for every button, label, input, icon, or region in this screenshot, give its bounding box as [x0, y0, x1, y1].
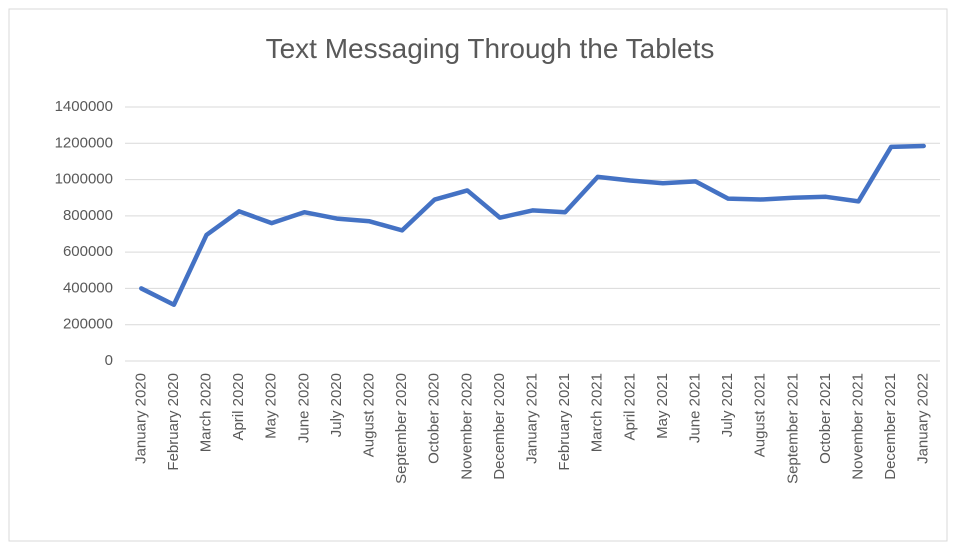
x-tick-label: March 2020: [197, 373, 214, 452]
x-tick-label: January 2022: [915, 373, 932, 464]
line-series: [139, 143, 926, 308]
x-tick-label: November 2020: [458, 373, 475, 480]
x-tick-label: November 2021: [849, 373, 866, 480]
x-tick-label: December 2021: [882, 373, 899, 480]
x-tick-label: September 2021: [784, 373, 801, 484]
x-tick-label: May 2020: [263, 373, 280, 439]
y-tick-label: 600000: [63, 243, 113, 260]
chart-title: Text Messaging Through the Tablets: [266, 33, 715, 64]
x-tick-label: February 2021: [556, 373, 573, 471]
y-tick-label: 200000: [63, 316, 113, 333]
x-tick-label: April 2020: [230, 373, 247, 441]
x-tick-label: October 2020: [426, 373, 443, 464]
x-tick-label: January 2021: [523, 373, 540, 464]
chart-border: [8, 8, 948, 542]
x-tick-label: May 2021: [654, 373, 671, 439]
x-tick-label: March 2021: [589, 373, 606, 452]
x-tick-label: June 2021: [686, 373, 703, 443]
y-tick-label: 1000000: [55, 171, 113, 188]
y-tick-label: 0: [105, 352, 113, 369]
x-tick-label: June 2020: [295, 373, 312, 443]
x-tick-label: April 2021: [621, 373, 638, 441]
x-tick-label: February 2020: [165, 373, 182, 471]
y-tick-label: 1200000: [55, 134, 113, 151]
x-tick-label: January 2020: [132, 373, 149, 464]
x-tick-label: July 2020: [328, 373, 345, 437]
x-tick-label: September 2020: [393, 373, 410, 484]
y-tick-label: 800000: [63, 207, 113, 224]
y-tick-label: 1400000: [55, 98, 113, 115]
x-tick-label: December 2020: [491, 373, 508, 480]
x-tick-label: August 2021: [752, 373, 769, 457]
y-tick-label: 400000: [63, 279, 113, 296]
x-tick-label: August 2020: [360, 373, 377, 457]
x-tick-label: July 2021: [719, 373, 736, 437]
x-tick-label: October 2021: [817, 373, 834, 464]
